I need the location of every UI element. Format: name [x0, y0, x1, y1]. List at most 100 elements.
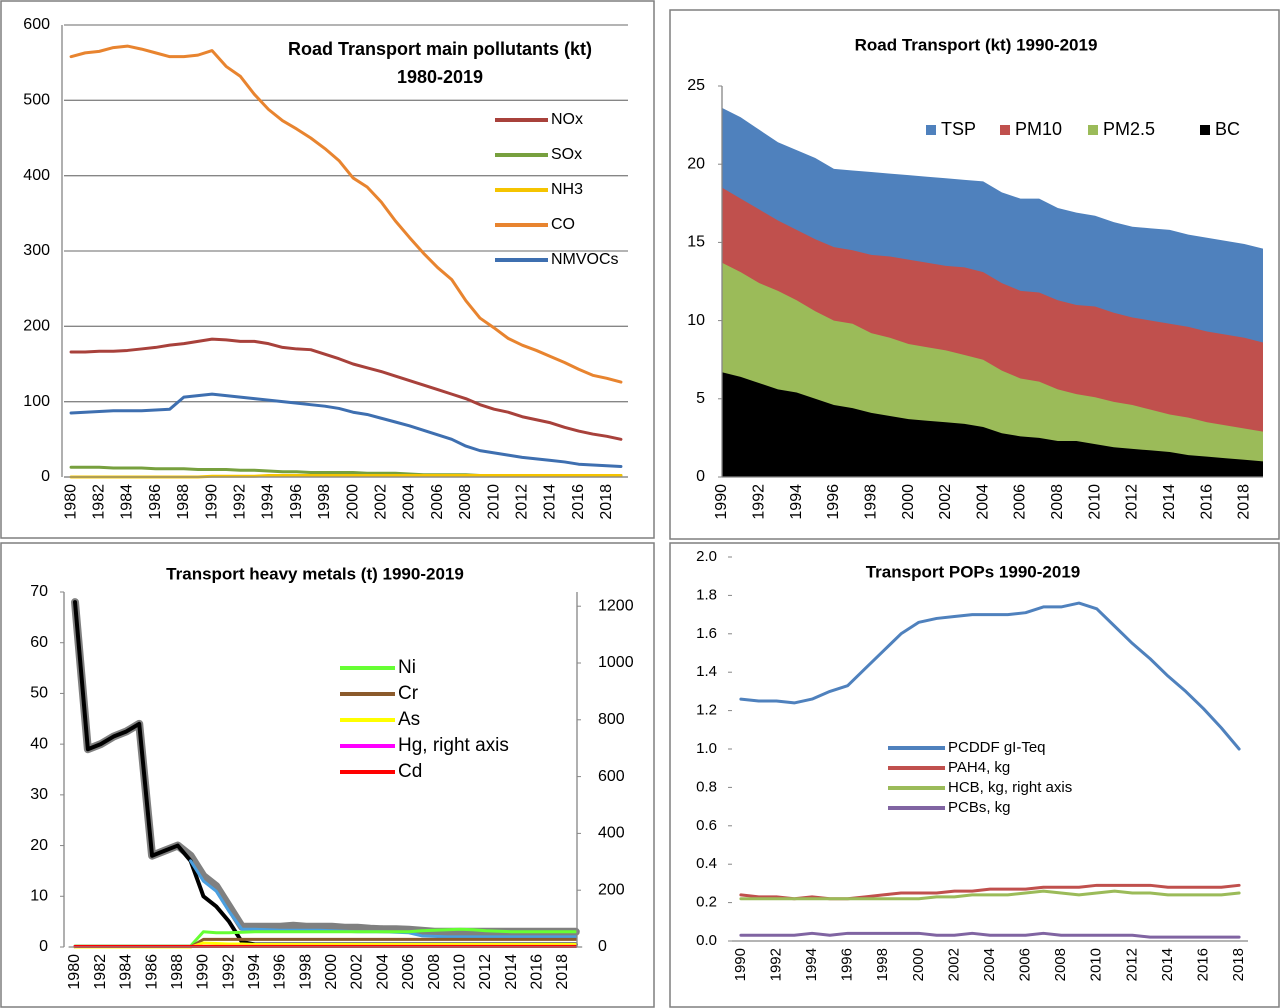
- y-tick-label: 70: [30, 583, 48, 600]
- x-tick-label: 2010: [451, 954, 468, 990]
- series-line: [71, 598, 580, 936]
- legend-label: Ni: [398, 657, 416, 678]
- legend-label: Hg, right axis: [398, 735, 509, 756]
- y-tick-label: 1.8: [696, 586, 717, 603]
- x-tick-label: 1998: [316, 484, 333, 520]
- x-tick-label: 2008: [1052, 948, 1069, 981]
- x-tick-label: 1996: [288, 484, 305, 520]
- series-line: [69, 337, 623, 441]
- y-tick-label: 0.4: [696, 855, 717, 872]
- x-tick-label: 2008: [426, 954, 443, 990]
- x-tick-label: 2012: [513, 484, 530, 520]
- x-tick-label: 2014: [503, 954, 520, 990]
- y-tick-label: 5: [696, 390, 705, 407]
- x-tick-label: 1994: [260, 484, 277, 520]
- x-tick-label: 2010: [1086, 484, 1103, 520]
- legend-label: As: [398, 709, 420, 730]
- legend-label: SOx: [551, 146, 582, 163]
- panel-frame: [669, 9, 1280, 540]
- series-line: [739, 601, 1241, 751]
- y-tick-label: 1.6: [696, 625, 717, 642]
- x-tick-label: 1998: [862, 484, 879, 520]
- legend-label: PM10: [1015, 119, 1062, 139]
- x-tick-label: 1988: [175, 484, 192, 520]
- chart-title: Transport POPs 1990-2019: [866, 562, 1081, 581]
- x-tick-label: 1994: [803, 948, 820, 981]
- x-tick-label: 1984: [118, 954, 135, 990]
- x-tick-label: 2016: [1194, 948, 1211, 981]
- x-tick-label: 1986: [147, 484, 164, 520]
- x-tick-label: 1992: [220, 954, 237, 990]
- legend-label: HCB, kg, right axis: [948, 779, 1072, 796]
- y-tick-label: 600: [23, 16, 50, 33]
- legend-swatch: [1200, 125, 1210, 135]
- x-tick-label: 2004: [974, 484, 991, 520]
- x-tick-label: 2002: [372, 484, 389, 520]
- x-tick-label: 2002: [945, 948, 962, 981]
- legend-label: Cd: [398, 761, 422, 782]
- y-tick-label: 200: [23, 318, 50, 335]
- x-tick-label: 1990: [203, 484, 220, 520]
- x-tick-label: 1992: [751, 484, 768, 520]
- y-tick-label: 1200: [598, 597, 634, 614]
- y-tick-label: 0.0: [696, 932, 717, 949]
- x-tick-label: 2012: [1124, 484, 1141, 520]
- x-tick-label: 1980: [66, 954, 83, 990]
- x-tick-label: 2016: [1198, 484, 1215, 520]
- y-tick-label: 0.6: [696, 817, 717, 834]
- y-tick-label: 15: [687, 234, 705, 251]
- y-tick-label: 0: [696, 468, 705, 485]
- y-tick-label: 10: [30, 888, 48, 905]
- x-tick-label: 1982: [92, 954, 109, 990]
- panel-frame: [669, 542, 1280, 1008]
- y-tick-label: 20: [687, 155, 705, 172]
- chart-title: Road Transport main pollutants (kt): [288, 39, 592, 59]
- y-tick-label: 0: [41, 468, 50, 485]
- y-tick-label: 1.4: [696, 663, 717, 680]
- y-tick-label: 30: [30, 786, 48, 803]
- series-line: [739, 889, 1241, 901]
- x-tick-label: 1982: [90, 484, 107, 520]
- x-tick-label: 1980: [62, 484, 79, 520]
- area: [722, 372, 1263, 477]
- series-line: [69, 392, 623, 468]
- x-tick-label: 2018: [1236, 484, 1253, 520]
- y-tick-label: 10: [687, 312, 705, 329]
- panel-frame: [0, 542, 655, 1008]
- y-tick-label: 300: [23, 242, 50, 259]
- legend-label: Cr: [398, 683, 419, 704]
- x-tick-label: 2016: [528, 954, 545, 990]
- legend-label: PM2.5: [1103, 119, 1155, 139]
- legend-swatch: [1088, 125, 1098, 135]
- x-tick-label: 1994: [246, 954, 263, 990]
- x-tick-label: 2010: [485, 484, 502, 520]
- legend-swatch: [926, 125, 936, 135]
- y-tick-label: 25: [687, 77, 705, 94]
- x-tick-label: 2000: [900, 484, 917, 520]
- y-tick-label: 0.8: [696, 778, 717, 795]
- x-tick-label: 2016: [570, 484, 587, 520]
- x-tick-label: 1996: [272, 954, 289, 990]
- y-tick-label: 600: [598, 768, 625, 785]
- legend-label: CO: [551, 216, 575, 233]
- x-tick-label: 1996: [839, 948, 856, 981]
- legend-label: NH3: [551, 181, 583, 198]
- y-tick-label: 0: [598, 938, 607, 955]
- x-tick-label: 2008: [457, 484, 474, 520]
- y-tick-label: 500: [23, 92, 50, 109]
- x-tick-label: 2014: [1159, 948, 1176, 981]
- y-tick-label: 1.2: [696, 702, 717, 719]
- x-tick-label: 2004: [374, 954, 391, 990]
- y-tick-label: 0.2: [696, 894, 717, 911]
- legend-label: PCDDF gI-Teq: [948, 739, 1046, 756]
- series-line: [739, 931, 1241, 939]
- x-tick-label: 2004: [981, 948, 998, 981]
- legend-label: TSP: [941, 119, 976, 139]
- y-tick-label: 50: [30, 685, 48, 702]
- x-tick-label: 2018: [554, 954, 571, 990]
- legend-swatch: [1000, 125, 1010, 135]
- y-tick-label: 40: [30, 735, 48, 752]
- series-line: [739, 883, 1241, 901]
- panel-frame: [0, 0, 655, 539]
